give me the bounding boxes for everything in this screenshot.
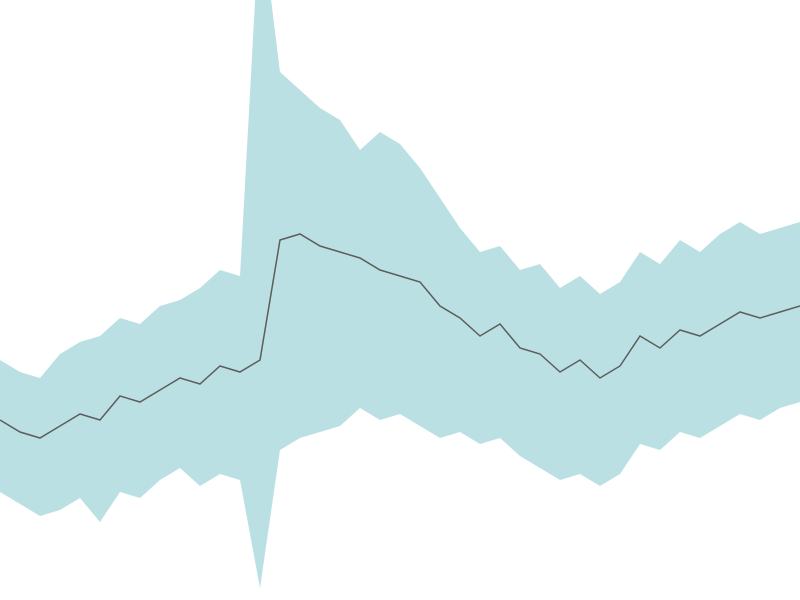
chart-svg — [0, 0, 800, 600]
confidence-band-area — [0, 0, 800, 588]
confidence-band-chart — [0, 0, 800, 600]
